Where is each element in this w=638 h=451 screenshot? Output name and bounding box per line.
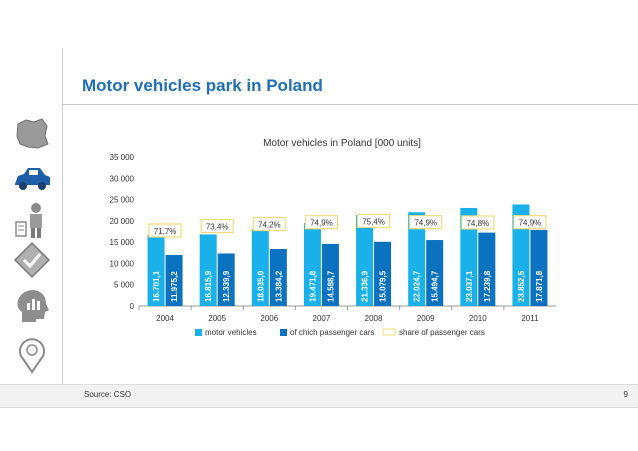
share-box bbox=[513, 215, 547, 230]
x-tick-label: 2011 bbox=[521, 314, 539, 323]
title-underline bbox=[62, 104, 638, 105]
share-box bbox=[304, 215, 339, 230]
bar-data-label: 13.384,2 bbox=[274, 270, 283, 302]
bar-passenger-cars bbox=[478, 232, 496, 306]
bar-data-label: 14.588,7 bbox=[326, 270, 335, 302]
legend-swatch-share bbox=[382, 328, 396, 336]
bar-passenger-cars bbox=[530, 229, 548, 306]
legend-label-share: share of passenger cars bbox=[399, 328, 485, 337]
x-tick-label: 2007 bbox=[313, 314, 331, 323]
x-tick-label: 2004 bbox=[156, 314, 174, 323]
legend-swatch-motor-vehicles bbox=[195, 329, 202, 336]
head-chart-icon bbox=[17, 290, 49, 322]
x-tick-label: 2008 bbox=[365, 314, 383, 323]
sidebar bbox=[0, 110, 62, 380]
share-label: 75,4% bbox=[362, 217, 385, 226]
bar-data-label: 15.079,5 bbox=[379, 270, 388, 302]
share-box bbox=[200, 218, 234, 234]
y-tick-label: 30 000 bbox=[110, 174, 135, 183]
legend-label-motor-vehicles: motor vehicles bbox=[205, 328, 257, 337]
y-tick-label: 5 000 bbox=[114, 281, 135, 290]
bar-motor-vehicles bbox=[408, 212, 426, 306]
x-tick-label: 2010 bbox=[469, 314, 487, 323]
x-tick-label: 2006 bbox=[260, 314, 278, 323]
footer-bar bbox=[0, 384, 638, 408]
bar-data-label: 21.336,9 bbox=[361, 270, 370, 302]
share-box bbox=[409, 215, 443, 230]
x-tick-label: 2005 bbox=[208, 314, 226, 323]
checkmark-badge-icon bbox=[13, 241, 51, 279]
bar-data-label: 11.975,2 bbox=[170, 271, 179, 302]
share-box bbox=[148, 223, 182, 238]
map-pin-icon bbox=[19, 338, 45, 374]
car-icon bbox=[15, 168, 50, 190]
share-label: 74,9% bbox=[414, 219, 437, 228]
bar-passenger-cars bbox=[321, 243, 339, 306]
y-tick-label: 35 000 bbox=[110, 153, 135, 162]
legend-label-passenger-cars: of chich passenger cars bbox=[290, 328, 375, 337]
bar-data-label: 17.871,8 bbox=[535, 270, 544, 302]
bar-passenger-cars bbox=[217, 253, 235, 306]
bar-motor-vehicles bbox=[460, 207, 478, 306]
bar-data-label: 22.024,7 bbox=[413, 270, 422, 302]
y-tick-label: 15 000 bbox=[110, 238, 135, 247]
share-box bbox=[461, 215, 495, 230]
y-tick-label: 25 000 bbox=[110, 196, 135, 205]
bar-motor-vehicles bbox=[356, 215, 374, 306]
poland-map-icon bbox=[16, 118, 49, 149]
bar-data-label: 15.494,7 bbox=[431, 270, 440, 302]
share-box bbox=[356, 213, 391, 228]
bar-data-label: 12.339,9 bbox=[222, 270, 231, 302]
y-tick-label: 0 bbox=[130, 302, 135, 311]
x-tick-label: 2009 bbox=[417, 314, 435, 323]
bar-data-label: 23.852,5 bbox=[517, 270, 526, 302]
source-note: Source: CSO bbox=[84, 390, 132, 399]
y-tick-label: 20 000 bbox=[110, 217, 135, 226]
bar-motor-vehicles bbox=[147, 234, 165, 306]
share-label: 74,9% bbox=[519, 219, 542, 228]
bar-data-label: 19.471,8 bbox=[308, 270, 317, 302]
bar-motor-vehicles bbox=[512, 204, 530, 306]
legend-swatch-passenger-cars bbox=[280, 329, 287, 336]
bar-passenger-cars bbox=[374, 241, 392, 306]
engineer-icon bbox=[15, 203, 42, 238]
page-number: 9 bbox=[623, 390, 628, 399]
share-label: 74,8% bbox=[466, 219, 489, 228]
share-label: 74,2% bbox=[258, 221, 281, 230]
bar-passenger-cars bbox=[269, 249, 287, 306]
bar-data-label: 18.035,0 bbox=[256, 270, 265, 302]
share-label: 71,7% bbox=[154, 227, 177, 236]
slide-title: Motor vehicles park in Poland bbox=[82, 76, 323, 95]
vertical-divider bbox=[62, 48, 63, 384]
bar-chart: Motor vehicles in Poland [000 units] 0 5 0… bbox=[110, 138, 556, 337]
bar-data-label: 16.701,1 bbox=[152, 270, 161, 302]
bar-passenger-cars bbox=[426, 240, 444, 306]
bar-data-label: 23.037,1 bbox=[465, 270, 474, 302]
chart-title: Motor vehicles in Poland [000 units] bbox=[263, 138, 421, 149]
share-box bbox=[252, 216, 286, 232]
bar-data-label: 17.239,8 bbox=[483, 270, 492, 302]
bar-motor-vehicles bbox=[303, 223, 321, 306]
share-label: 73,4% bbox=[206, 223, 229, 232]
y-tick-label: 10 000 bbox=[110, 259, 135, 268]
bar-motor-vehicles bbox=[199, 234, 217, 306]
share-label: 74,9% bbox=[310, 219, 333, 228]
bar-data-label: 16.815,9 bbox=[204, 270, 213, 302]
bar-passenger-cars bbox=[165, 255, 183, 306]
bar-motor-vehicles bbox=[251, 229, 269, 306]
